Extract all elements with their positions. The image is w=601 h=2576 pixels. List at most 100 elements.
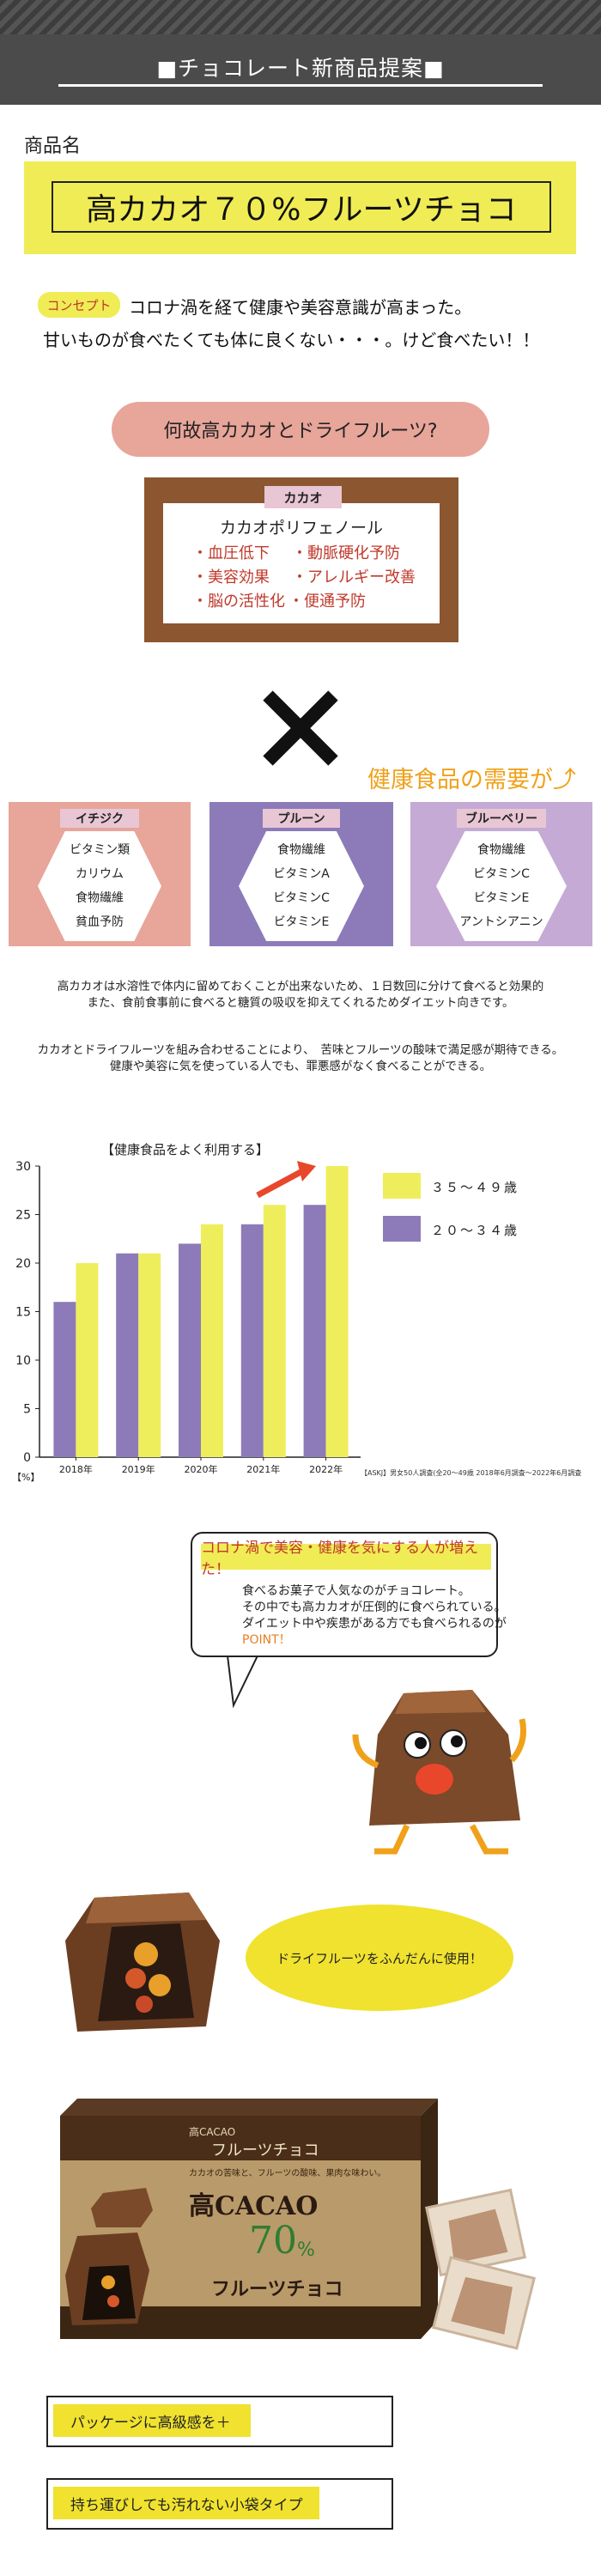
chart-title: 【健康食品をよく利用する】: [101, 1142, 270, 1157]
fruit-item: 食物繊維: [477, 843, 525, 857]
package-tagline: カカオの苦味と、フルーツの酸味、果肉な味わい。: [189, 2169, 386, 2178]
product-label: 商品名: [24, 136, 82, 157]
legend-swatch-35-49: [383, 1173, 421, 1199]
speech-body: 食べるお菓子で人気なのがチョコレート。 その中でも高カカオが圧倒的に食べられてい…: [242, 1583, 507, 1649]
fruit-item: アントシアニン: [459, 915, 543, 929]
x-tick-label: 2022年: [309, 1463, 343, 1475]
bar-35-49: [138, 1253, 161, 1457]
package-percent: 70: [249, 2219, 297, 2263]
y-tick-label: 0: [23, 1451, 31, 1465]
product-name: 高カカオ７０%フルーツチョコ: [52, 181, 551, 233]
package-main-title: 高CACAO: [189, 2191, 319, 2221]
paragraph-line: 高カカオは水溶性で体内に留めておくことが出来ないため、１日数回に分けて食べると効…: [57, 980, 544, 993]
chart-source: 【ASKJ】男女50人調査(全20～49歳 2018年6月調査～2022年6月調…: [361, 1469, 582, 1477]
x-tick-label: 2020年: [185, 1463, 218, 1475]
header-banner: [0, 0, 601, 105]
paragraph-2: カカオとドライフルーツを組み合わせることにより、 苦味とフルーツの酸味で満足感が…: [0, 1042, 601, 1075]
fruit-item: ビタミンA: [273, 867, 330, 881]
paragraph-line: また、食前食事前に食べると糖質の吸収を抑えてくれるためダイエット向きです。: [87, 996, 514, 1010]
fruit-hex-blueberry: 食物繊維 ビタミンC ビタミンE アントシアニン: [436, 831, 567, 941]
legend-label-20-34: ２０～３４歳: [431, 1223, 519, 1238]
fruit-item: カリウム: [76, 867, 124, 881]
fruit-item: ビタミンC: [273, 891, 330, 905]
y-tick-label: 10: [15, 1354, 31, 1368]
bar-35-49: [263, 1205, 286, 1457]
chocolate-piece-image: [65, 1893, 220, 2032]
fruit-item: ビタミンE: [473, 891, 530, 905]
fruit-hex-prune: 食物繊維 ビタミンA ビタミンC ビタミンE: [239, 831, 364, 941]
package-brand-small: 高CACAO: [189, 2126, 236, 2138]
dried-fruit-callout: ドライフルーツをふんだんに使用！: [246, 1905, 513, 2011]
cacao-title: カカオポリフェノール: [219, 519, 383, 538]
cacao-benefit: ・動脈硬化予防: [292, 544, 400, 562]
speech-line: その中でも高カカオが圧倒的に食べられている。: [242, 1601, 507, 1614]
paragraph-1: 高カカオは水溶性で体内に留めておくことが出来ないため、１日数回に分けて食べると効…: [0, 979, 601, 1012]
fruit-item: 食物繊維: [277, 843, 325, 857]
cacao-benefit: ・血圧低下: [192, 544, 270, 562]
speech-line: ダイエット中や疾患がある方でも食べられるのが: [242, 1617, 507, 1631]
page-title: ■チョコレート新商品提案■: [156, 56, 445, 81]
y-tick-label: 25: [15, 1209, 31, 1223]
y-tick-label: 15: [15, 1306, 31, 1320]
bar-20-34: [240, 1224, 264, 1457]
speech-point: POINT！: [242, 1633, 291, 1647]
speech-tail: [225, 1649, 263, 1709]
bar-20-34: [53, 1302, 76, 1457]
y-tick-label: 5: [23, 1403, 31, 1417]
header-underline: [58, 84, 543, 87]
x-tick-label: 2018年: [59, 1463, 93, 1475]
cacao-inner: [163, 503, 440, 623]
wrapped-chocolate-image: [424, 2188, 537, 2350]
bar-20-34: [303, 1205, 326, 1457]
multiply-icon: [263, 690, 338, 766]
bar-35-49: [201, 1224, 223, 1457]
bar-35-49: [325, 1166, 349, 1457]
package-percent-unit: %: [297, 2239, 315, 2261]
fruit-item: ビタミンE: [273, 915, 330, 929]
package-subtitle: フルーツチョコ: [211, 2279, 343, 2300]
concept-badge: コンセプト: [38, 292, 120, 318]
bar-35-49: [76, 1263, 99, 1457]
chocolate-mascot: [352, 1690, 526, 1855]
fruit-item: 食物繊維: [76, 891, 124, 905]
cacao-benefit: ・便通予防: [288, 592, 366, 611]
note-1: パッケージに高級感を＋: [53, 2404, 251, 2437]
package-box: [60, 2099, 438, 2339]
why-pill: 何故高カカオとドライフルーツ?: [112, 402, 489, 457]
bar-chart: 0 5 10 15 20 25 30 2018年 2019年 2020年 2021年 2022年: [15, 1160, 361, 1475]
concept-line-1: コロナ渦を経て健康や美容意識が高まった。: [129, 297, 472, 318]
fruit-tag-blueberry: ブルーベリー: [457, 809, 546, 828]
fruit-item: 貧血予防: [76, 915, 124, 929]
trend-arrow: [256, 1168, 304, 1199]
cacao-benefit: ・美容効果: [192, 568, 270, 586]
trend-arrow-head: [297, 1161, 316, 1182]
package-image: 高CACAO フルーツチョコ カカオの苦味と、フルーツの酸味、果肉な味わい。 高…: [60, 2099, 438, 2339]
note-2: 持ち運びしても汚れない小袋タイプ: [53, 2487, 319, 2519]
fruit-item: ビタミン類: [70, 843, 130, 857]
legend-swatch-20-34: [383, 1216, 421, 1242]
y-tick-label: 30: [15, 1160, 31, 1174]
product-name-box: [24, 161, 576, 254]
x-tick-label: 2019年: [122, 1463, 155, 1475]
fruit-item: ビタミンC: [473, 867, 530, 881]
cacao-tag: カカオ: [264, 486, 342, 508]
y-tick-label: 20: [15, 1257, 31, 1271]
fruit-tag-prune: プルーン: [263, 809, 340, 828]
package-script: フルーツチョコ: [211, 2142, 319, 2160]
speech-title: コロナ渦で美容・健康を気にする人が増えた！: [201, 1540, 491, 1578]
chart-ylabel: 【%】: [12, 1472, 40, 1483]
fruit-tag-fig: イチジク: [60, 809, 139, 828]
bar-20-34: [179, 1243, 201, 1457]
fruit-hex-fig: ビタミン類 カリウム 食物繊維 貧血予防: [38, 831, 161, 941]
x-tick-label: 2021年: [246, 1463, 280, 1475]
cacao-benefit: ・アレルギー改善: [292, 568, 416, 586]
concept-line-2: 甘いものが食べたくても体に良くない・・・。けど食べたい！！: [43, 330, 540, 350]
demand-heading: 健康食品の需要が⤴: [367, 767, 576, 793]
bar-20-34: [116, 1253, 139, 1457]
paragraph-line: カカオとドライフルーツを組み合わせることにより、 苦味とフルーツの酸味で満足感が…: [37, 1043, 564, 1057]
speech-line: 食べるお菓子で人気なのがチョコレート。: [242, 1584, 470, 1598]
cacao-benefit: ・脳の活性化: [192, 592, 285, 611]
paragraph-line: 健康や美容に気を使っている人でも、罪悪感がなく食べることができる。: [109, 1060, 492, 1073]
legend-label-35-49: ３５～４９歳: [431, 1180, 519, 1195]
header-stripe: [0, 0, 601, 34]
